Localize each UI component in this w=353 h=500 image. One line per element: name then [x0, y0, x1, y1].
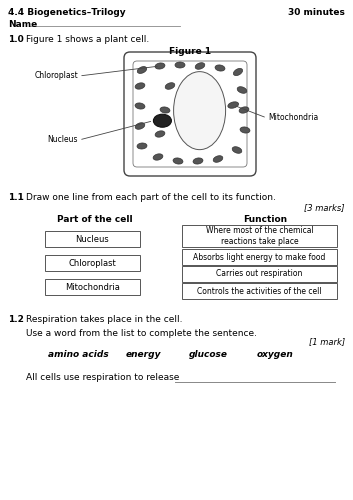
Text: Draw one line from each part of the cell to its function.: Draw one line from each part of the cell… [26, 193, 276, 202]
Ellipse shape [215, 65, 225, 71]
FancyBboxPatch shape [182, 266, 337, 282]
Text: Figure 1 shows a plant cell.: Figure 1 shows a plant cell. [26, 35, 149, 44]
Text: Nucleus: Nucleus [48, 136, 78, 144]
Ellipse shape [174, 72, 226, 150]
Text: 30 minutes: 30 minutes [288, 8, 345, 17]
Ellipse shape [135, 103, 145, 109]
Text: energy: energy [125, 350, 161, 359]
Ellipse shape [155, 131, 165, 137]
Ellipse shape [155, 63, 165, 69]
Text: Respiration takes place in the cell.: Respiration takes place in the cell. [26, 315, 183, 324]
Ellipse shape [173, 158, 183, 164]
Ellipse shape [195, 62, 205, 70]
Text: Controls the activities of the cell: Controls the activities of the cell [197, 286, 322, 296]
Ellipse shape [233, 68, 243, 75]
Text: Name: Name [8, 20, 37, 29]
Ellipse shape [137, 143, 147, 149]
Ellipse shape [193, 158, 203, 164]
Text: Use a word from the list to complete the sentence.: Use a word from the list to complete the… [26, 329, 257, 338]
Ellipse shape [135, 122, 145, 130]
Ellipse shape [137, 66, 147, 73]
Text: Absorbs light energy to make food: Absorbs light energy to make food [193, 252, 326, 262]
Text: 1.1: 1.1 [8, 193, 24, 202]
Text: 1.0: 1.0 [8, 35, 24, 44]
FancyBboxPatch shape [45, 279, 140, 295]
Text: Figure 1: Figure 1 [169, 47, 211, 56]
Ellipse shape [213, 156, 223, 162]
Ellipse shape [239, 107, 249, 113]
Text: Mitochondria: Mitochondria [268, 114, 318, 122]
Text: Function: Function [243, 215, 287, 224]
FancyBboxPatch shape [45, 255, 140, 271]
Text: Where most of the chemical
reactions take place: Where most of the chemical reactions tak… [206, 226, 313, 246]
Ellipse shape [228, 102, 239, 108]
Text: All cells use respiration to release: All cells use respiration to release [26, 373, 179, 382]
Text: Mitochondria: Mitochondria [65, 282, 120, 292]
Text: [3 marks]: [3 marks] [305, 203, 345, 212]
Text: glucose: glucose [189, 350, 227, 359]
Ellipse shape [175, 62, 185, 68]
Ellipse shape [232, 146, 242, 154]
Ellipse shape [240, 127, 250, 133]
Text: 1.2: 1.2 [8, 315, 24, 324]
Text: Part of the cell: Part of the cell [57, 215, 133, 224]
Ellipse shape [153, 154, 163, 160]
FancyBboxPatch shape [182, 249, 337, 265]
FancyBboxPatch shape [182, 283, 337, 299]
Ellipse shape [165, 82, 175, 89]
Ellipse shape [154, 114, 172, 127]
Text: Nucleus: Nucleus [76, 234, 109, 244]
Text: Chloroplast: Chloroplast [68, 258, 116, 268]
Text: Chloroplast: Chloroplast [34, 72, 78, 80]
FancyBboxPatch shape [182, 225, 337, 247]
Text: oxygen: oxygen [257, 350, 293, 359]
Text: Carries out respiration: Carries out respiration [216, 270, 303, 278]
Text: [1 mark]: [1 mark] [309, 337, 345, 346]
FancyBboxPatch shape [124, 52, 256, 176]
Ellipse shape [135, 83, 145, 89]
Text: amino acids: amino acids [48, 350, 108, 359]
Text: 4.4 Biogenetics–Trilogy: 4.4 Biogenetics–Trilogy [8, 8, 126, 17]
FancyBboxPatch shape [45, 231, 140, 247]
Ellipse shape [237, 86, 247, 94]
Ellipse shape [160, 107, 170, 113]
